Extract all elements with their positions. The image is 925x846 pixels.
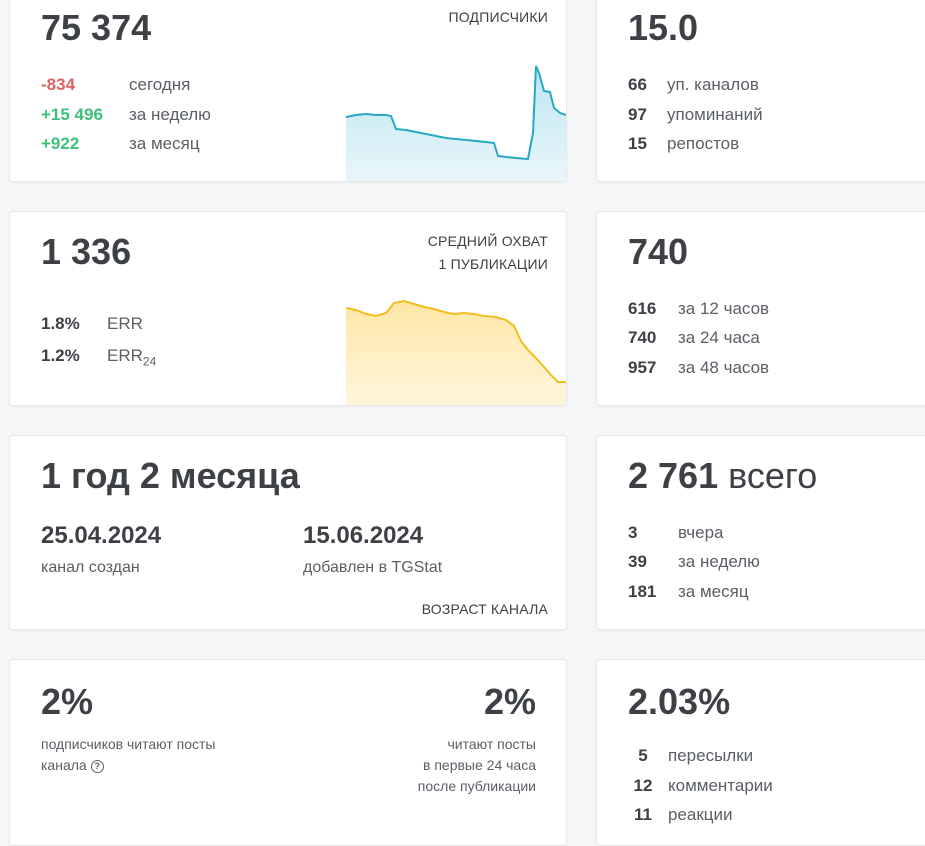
- views-12h-value: 616: [628, 299, 657, 318]
- readers-left-value: 2%: [41, 681, 94, 722]
- subscribers-row-today: -834 сегодня: [41, 75, 190, 95]
- views-12h-label: за 12 часов: [678, 299, 770, 318]
- reach-row-err24: 1.2% ERR24: [41, 346, 156, 368]
- engagement-value: 2.03%: [628, 681, 731, 722]
- posts-yesterday-value: 3: [628, 523, 638, 542]
- engagement-row-reactions: 11 реакции: [628, 805, 733, 825]
- citation-row-channels: 66 уп. каналов: [628, 75, 759, 95]
- err-label: ERR: [107, 314, 143, 334]
- subscribers-today-label: сегодня: [129, 75, 191, 94]
- channel-created-date: 25.04.2024: [41, 522, 162, 549]
- citation-card[interactable]: 15.0 66 уп. каналов 97 упоминаний 15 реп…: [596, 0, 925, 182]
- subscribers-week-value: +15 496: [41, 105, 103, 124]
- subscribers-today-value: -834: [41, 75, 76, 94]
- channel-age-value: 1 год 2 месяца: [41, 455, 300, 496]
- views-row-12h: 616 за 12 часов: [628, 299, 769, 319]
- citation-channels-value: 66: [628, 75, 647, 94]
- err24-value: 1.2%: [41, 346, 80, 365]
- reach-caption-line2: 1 ПУБЛИКАЦИИ: [438, 256, 548, 272]
- reach-value: 1 336: [41, 231, 132, 272]
- posts-row-week: 39 за неделю: [628, 552, 760, 572]
- readers-left-line2-text: канала: [41, 757, 87, 773]
- channel-age-caption: ВОЗРАСТ КАНАЛА: [421, 601, 548, 617]
- readers-right-line3: после публикации: [417, 778, 536, 794]
- readers-left-line1: подписчиков читают посты: [41, 736, 216, 752]
- engagement-card[interactable]: 2.03% 5 пересылки 12 комментарии 11 реак…: [596, 659, 925, 846]
- readers-right-line2: в первые 24 часа: [423, 757, 536, 773]
- subscribers-row-month: +922 за месяц: [41, 134, 200, 154]
- channel-created-label: канал создан: [41, 559, 140, 576]
- reach-row-err: 1.8% ERR: [41, 314, 143, 334]
- citation-row-reposts: 15 репостов: [628, 134, 739, 154]
- subscribers-sparkline: [346, 65, 566, 181]
- engagement-comments-value: 12: [633, 776, 653, 795]
- views-24h-label: за 24 часа: [678, 328, 760, 347]
- err-label-text: ERR: [107, 314, 143, 333]
- subscribers-count: 75 374: [41, 7, 152, 48]
- views-row-24h: 740 за 24 часа: [628, 328, 760, 348]
- subscribers-sparkline-line: [346, 65, 566, 161]
- engagement-forwards-value: 5: [638, 746, 648, 765]
- engagement-forwards-label: пересылки: [668, 746, 754, 765]
- posts-week-label: за неделю: [678, 552, 760, 571]
- subscribers-card[interactable]: 75 374 ПОДПИСЧИКИ -834 сегодня +15 496 з…: [9, 0, 567, 182]
- posts-total: 2 761 всего: [628, 458, 817, 494]
- subscribers-week-label: за неделю: [129, 105, 211, 124]
- citation-mentions-label: упоминаний: [667, 105, 763, 124]
- citation-reposts-label: репостов: [667, 134, 740, 153]
- reach-card[interactable]: 1 336 СРЕДНИЙ ОХВАТ 1 ПУБЛИКАЦИИ 1.8% ER…: [9, 211, 567, 406]
- subscribers-caption: ПОДПИСЧИКИ: [448, 9, 548, 25]
- posts-total-value: 2 761: [628, 455, 719, 496]
- views-48h-label: за 48 часов: [678, 358, 770, 377]
- citation-index: 15.0: [628, 7, 699, 48]
- subscribers-sparkline-area: [346, 66, 566, 181]
- engagement-row-comments: 12 комментарии: [628, 776, 773, 796]
- engagement-comments-label: комментарии: [668, 776, 773, 795]
- engagement-reactions-label: реакции: [668, 805, 733, 824]
- views-value: 740: [628, 231, 689, 272]
- channel-added-date: 15.06.2024: [303, 522, 424, 549]
- err24-label: ERR24: [107, 346, 156, 371]
- err-value: 1.8%: [41, 314, 80, 333]
- posts-total-unit: всего: [728, 455, 818, 496]
- readers-left-line2: канала?: [41, 755, 104, 776]
- engagement-row-forwards: 5 пересылки: [628, 746, 753, 766]
- channel-age-card[interactable]: 1 год 2 месяца 25.04.2024 канал создан 1…: [9, 435, 567, 630]
- readers-card[interactable]: 2% подписчиков читают посты канала? 2% ч…: [9, 659, 567, 846]
- posts-card[interactable]: 2 761 всего 3 вчера 39 за неделю 181 за …: [596, 435, 925, 630]
- subscribers-month-label: за месяц: [129, 134, 200, 153]
- subscribers-month-value: +922: [41, 134, 80, 153]
- err24-label-text: ERR: [107, 346, 143, 365]
- err24-label-subscript: 24: [142, 354, 157, 369]
- views-24h-value: 740: [628, 328, 657, 347]
- views-card[interactable]: 740 616 за 12 часов 740 за 24 часа 957 з…: [596, 211, 925, 406]
- posts-month-value: 181: [628, 582, 657, 601]
- citation-row-mentions: 97 упоминаний: [628, 105, 763, 125]
- readers-right-value: 2%: [483, 681, 536, 722]
- reach-caption-line1: СРЕДНИЙ ОХВАТ: [427, 233, 548, 249]
- citation-reposts-value: 15: [628, 134, 647, 153]
- citation-channels-label: уп. каналов: [667, 75, 759, 94]
- posts-row-month: 181 за месяц: [628, 582, 749, 602]
- views-row-48h: 957 за 48 часов: [628, 358, 769, 378]
- engagement-reactions-value: 11: [634, 805, 652, 824]
- reach-sparkline-line: [346, 299, 566, 383]
- citation-mentions-value: 97: [628, 105, 647, 124]
- help-icon[interactable]: ?: [90, 760, 104, 773]
- readers-right-line1: читают посты: [447, 736, 537, 752]
- reach-sparkline-area: [346, 301, 566, 405]
- views-48h-value: 957: [628, 358, 657, 377]
- posts-week-value: 39: [628, 552, 647, 571]
- channel-added-label: добавлен в TGStat: [303, 559, 443, 576]
- subscribers-row-week: +15 496 за неделю: [41, 105, 211, 125]
- posts-yesterday-label: вчера: [678, 523, 724, 542]
- posts-row-yesterday: 3 вчера: [628, 523, 724, 543]
- posts-month-label: за месяц: [678, 582, 749, 601]
- reach-sparkline: [346, 299, 566, 405]
